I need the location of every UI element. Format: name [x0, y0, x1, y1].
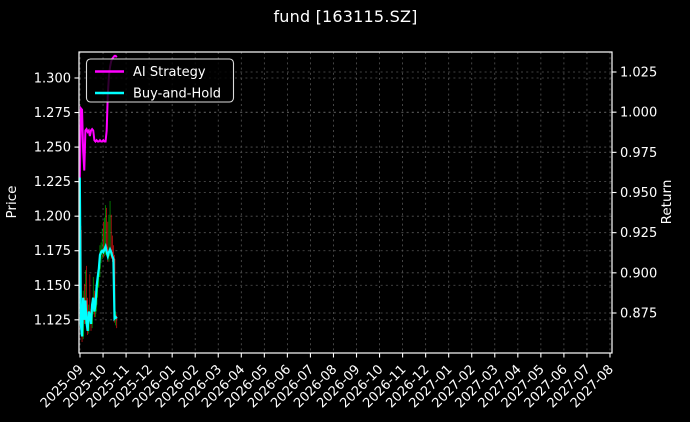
svg-text:1.200: 1.200 — [34, 210, 71, 225]
svg-text:1.150: 1.150 — [34, 279, 71, 294]
svg-text:1.225: 1.225 — [34, 175, 71, 190]
svg-text:1.300: 1.300 — [34, 71, 71, 86]
svg-text:1.125: 1.125 — [34, 313, 71, 328]
return-axis-label: Return — [659, 180, 675, 225]
svg-text:1.250: 1.250 — [34, 141, 71, 156]
svg-text:0.950: 0.950 — [620, 186, 657, 201]
chart-title: fund [163115.SZ] — [273, 7, 418, 26]
svg-text:0.875: 0.875 — [620, 306, 657, 321]
svg-text:0.925: 0.925 — [620, 226, 657, 241]
svg-text:0.900: 0.900 — [620, 266, 657, 281]
legend: AI Strategy Buy-and-Hold — [85, 58, 235, 103]
axis-titles: Price Return — [4, 180, 675, 225]
svg-text:Buy-and-Hold: Buy-and-Hold — [133, 87, 221, 102]
price-axis-label: Price — [4, 186, 20, 219]
svg-text:1.025: 1.025 — [620, 66, 657, 81]
svg-text:1.000: 1.000 — [620, 106, 657, 121]
svg-text:1.175: 1.175 — [34, 244, 71, 259]
svg-text:AI Strategy: AI Strategy — [133, 65, 206, 80]
buy-and-hold-line — [78, 177, 118, 337]
svg-text:0.975: 0.975 — [620, 146, 657, 161]
svg-text:1.275: 1.275 — [34, 106, 71, 121]
